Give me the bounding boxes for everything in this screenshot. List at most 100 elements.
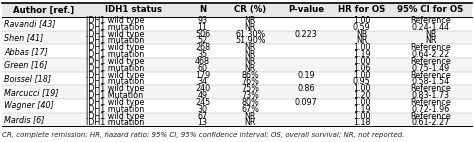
Bar bbox=[182, 79, 222, 85]
Text: 1.00: 1.00 bbox=[353, 98, 370, 107]
Text: Mardis [6]: Mardis [6] bbox=[4, 115, 45, 124]
Text: 1.00: 1.00 bbox=[353, 16, 370, 25]
Text: 0.83-1.73: 0.83-1.73 bbox=[411, 91, 449, 100]
Text: 468: 468 bbox=[195, 57, 210, 66]
Bar bbox=[182, 92, 222, 99]
Text: IDH1 mutation: IDH1 mutation bbox=[86, 77, 145, 86]
Text: IDH1 Mutation: IDH1 Mutation bbox=[86, 91, 144, 100]
Text: IDH1 mutation: IDH1 mutation bbox=[86, 23, 145, 32]
Text: Shen [41]: Shen [41] bbox=[4, 33, 44, 42]
Bar bbox=[334, 106, 390, 113]
Bar bbox=[278, 99, 334, 106]
Text: 30: 30 bbox=[198, 105, 208, 114]
Bar bbox=[84, 106, 182, 113]
Bar bbox=[390, 113, 472, 120]
Bar bbox=[334, 85, 390, 92]
Bar bbox=[2, 92, 84, 99]
Text: 75%: 75% bbox=[241, 84, 259, 93]
Bar bbox=[84, 113, 182, 120]
Bar bbox=[278, 85, 334, 92]
Text: 61.30%: 61.30% bbox=[235, 30, 265, 39]
Bar bbox=[390, 99, 472, 106]
Bar bbox=[84, 31, 182, 37]
Bar bbox=[222, 106, 278, 113]
Bar bbox=[2, 24, 84, 31]
Text: 93: 93 bbox=[198, 16, 208, 25]
Text: IDH1 wild type: IDH1 wild type bbox=[86, 84, 145, 93]
Bar bbox=[182, 17, 222, 24]
Bar bbox=[278, 3, 334, 17]
Bar bbox=[182, 106, 222, 113]
Text: 49: 49 bbox=[198, 91, 208, 100]
Text: NR: NR bbox=[245, 57, 256, 66]
Bar bbox=[84, 65, 182, 72]
Bar bbox=[2, 17, 84, 24]
Bar bbox=[334, 17, 390, 24]
Bar bbox=[278, 58, 334, 65]
Bar bbox=[182, 51, 222, 58]
Bar bbox=[278, 120, 334, 126]
Bar bbox=[334, 31, 390, 37]
Text: 1.00: 1.00 bbox=[353, 71, 370, 80]
Bar bbox=[390, 85, 472, 92]
Text: NR: NR bbox=[245, 64, 256, 73]
Bar bbox=[182, 72, 222, 79]
Bar bbox=[390, 65, 472, 72]
Bar bbox=[2, 37, 84, 44]
Text: 0.59: 0.59 bbox=[353, 23, 371, 32]
Text: 240: 240 bbox=[195, 84, 210, 93]
Text: IDH1 mutation: IDH1 mutation bbox=[86, 50, 145, 59]
Text: 0.19: 0.19 bbox=[297, 71, 315, 80]
Text: 245: 245 bbox=[195, 98, 210, 107]
Bar bbox=[222, 85, 278, 92]
Text: 0.58-1.54: 0.58-1.54 bbox=[411, 77, 450, 86]
Bar bbox=[222, 72, 278, 79]
Bar bbox=[334, 37, 390, 44]
Bar bbox=[278, 31, 334, 37]
Text: 1.00: 1.00 bbox=[353, 43, 370, 52]
Bar bbox=[390, 79, 472, 85]
Bar bbox=[2, 51, 84, 58]
Bar bbox=[390, 3, 472, 17]
Bar bbox=[334, 65, 390, 72]
Text: 0.64-2.22: 0.64-2.22 bbox=[411, 50, 450, 59]
Bar bbox=[84, 92, 182, 99]
Bar bbox=[84, 120, 182, 126]
Bar bbox=[278, 113, 334, 120]
Bar bbox=[390, 17, 472, 24]
Bar bbox=[84, 99, 182, 106]
Bar bbox=[278, 24, 334, 31]
Bar bbox=[222, 92, 278, 99]
Bar bbox=[390, 92, 472, 99]
Text: 1.00: 1.00 bbox=[353, 84, 370, 93]
Bar bbox=[278, 65, 334, 72]
Bar bbox=[222, 120, 278, 126]
Bar bbox=[2, 65, 84, 72]
Text: 1.20: 1.20 bbox=[353, 91, 370, 100]
Text: 1.19: 1.19 bbox=[353, 50, 370, 59]
Bar bbox=[390, 72, 472, 79]
Text: 179: 179 bbox=[195, 71, 210, 80]
Bar bbox=[390, 37, 472, 44]
Text: IDH1 mutation: IDH1 mutation bbox=[86, 64, 145, 73]
Text: 35: 35 bbox=[198, 50, 208, 59]
Bar bbox=[222, 17, 278, 24]
Bar bbox=[334, 24, 390, 31]
Text: 1.00: 1.00 bbox=[353, 57, 370, 66]
Text: IDH1 mutation: IDH1 mutation bbox=[86, 105, 145, 114]
Bar bbox=[390, 44, 472, 51]
Text: Abbas [17]: Abbas [17] bbox=[4, 47, 48, 56]
Text: Marcucci [19]: Marcucci [19] bbox=[4, 88, 59, 97]
Text: Reference: Reference bbox=[410, 71, 451, 80]
Text: IDH1 status: IDH1 status bbox=[105, 5, 162, 14]
Text: NR: NR bbox=[245, 112, 256, 121]
Text: 506: 506 bbox=[195, 30, 210, 39]
Text: 0.75-1.49: 0.75-1.49 bbox=[411, 64, 450, 73]
Bar bbox=[2, 58, 84, 65]
Bar bbox=[334, 79, 390, 85]
Bar bbox=[334, 58, 390, 65]
Bar bbox=[84, 17, 182, 24]
Text: 0.097: 0.097 bbox=[294, 98, 317, 107]
Text: NR: NR bbox=[356, 30, 367, 39]
Text: 0.61-2.27: 0.61-2.27 bbox=[411, 118, 450, 128]
